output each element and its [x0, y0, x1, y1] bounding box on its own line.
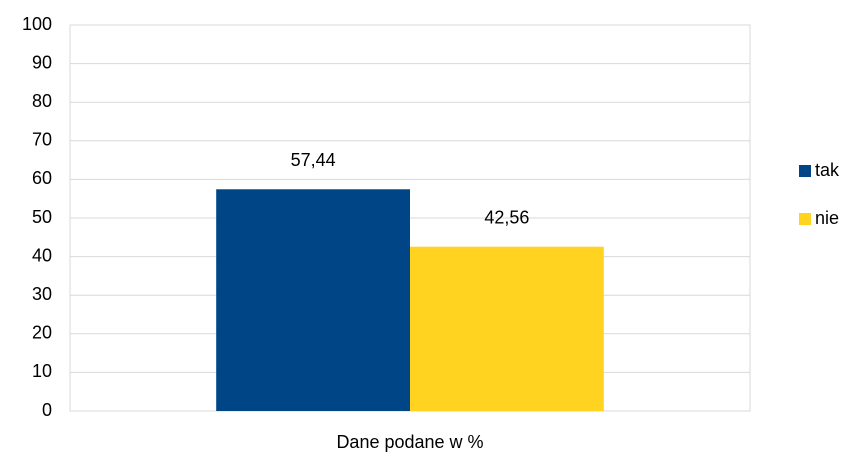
bar	[410, 246, 604, 411]
y-tick-label: 40	[32, 245, 52, 265]
value-label: 57,44	[291, 150, 336, 170]
x-tick-label: Dane podane w %	[336, 432, 483, 452]
y-tick-label: 50	[32, 207, 52, 227]
legend-label: nie	[815, 208, 839, 228]
value-label: 42,56	[484, 207, 529, 227]
y-tick-label: 70	[32, 130, 52, 150]
y-tick-label: 30	[32, 284, 52, 304]
y-tick-label: 20	[32, 323, 52, 343]
y-tick-label: 0	[42, 400, 52, 420]
legend-swatch	[799, 165, 811, 177]
y-tick-label: 10	[32, 361, 52, 381]
y-tick-label: 60	[32, 168, 52, 188]
y-tick-label: 90	[32, 52, 52, 72]
legend-swatch	[799, 213, 811, 225]
bar	[216, 189, 410, 411]
y-tick-label: 100	[22, 14, 52, 34]
legend-label: tak	[815, 160, 840, 180]
y-tick-label: 80	[32, 91, 52, 111]
